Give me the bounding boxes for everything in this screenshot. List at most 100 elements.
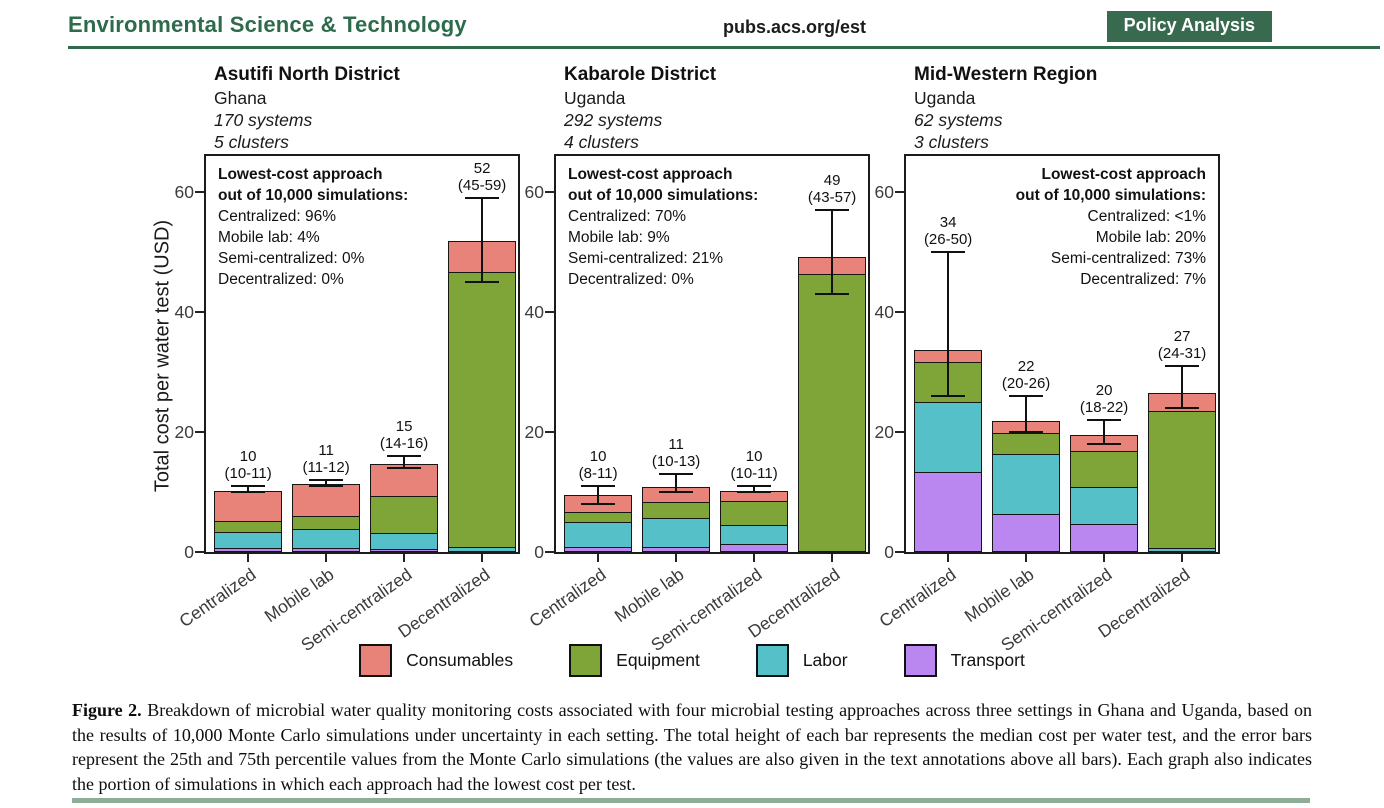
bar-value-line: 20 [1095, 382, 1113, 399]
bar-value-line: (10-13) [651, 453, 701, 470]
bar-segment-consumables [214, 490, 283, 522]
y-tick-mark [545, 551, 554, 553]
bar-value-annotation: 49 (43-57) [762, 172, 902, 206]
plot-panel: Lowest-cost approach out of 10,000 simul… [525, 154, 870, 655]
journal-title: Environmental Science & Technology [68, 12, 467, 37]
chart-clusters: 5 clusters [214, 132, 289, 152]
bar-value-line: (43-57) [807, 189, 857, 206]
x-tick-mark [947, 554, 950, 562]
x-tick-mark [403, 554, 406, 562]
y-tick-mark [895, 551, 904, 553]
y-tick-label: 0 [884, 542, 894, 562]
bar-value-annotation: 34 (26-50) [878, 214, 1018, 248]
bar-segment-transport [1070, 523, 1139, 552]
bar-segment-consumables [292, 484, 361, 517]
bar-value-line: (8-11) [578, 465, 618, 482]
x-tick-mark [1103, 554, 1106, 562]
chart-systems: 62 systems [914, 110, 1003, 130]
legend-swatch [755, 644, 789, 677]
y-tick-label: 40 [874, 302, 894, 322]
bar-value-line: 49 [823, 172, 841, 189]
x-tick-mark [753, 554, 756, 562]
error-bar-cap [1009, 430, 1044, 433]
chart-asutifi-north: Asutifi North District Ghana 170 systems… [175, 62, 520, 655]
bar-segment-equipment [720, 500, 789, 526]
error-bar-cap [737, 484, 772, 487]
annotation-heading: out of 10,000 simulations: [1015, 187, 1206, 204]
y-tick-mark [545, 431, 554, 433]
error-bar-line [675, 474, 678, 492]
bar-value-annotation: 11 (10-13) [606, 436, 746, 470]
legend-item-consumables: Consumables [359, 644, 513, 677]
x-tick-mark [481, 554, 484, 562]
y-tick-label: 20 [874, 422, 894, 442]
chart-title: Asutifi North District [214, 64, 400, 85]
bar-segment-labor [564, 521, 633, 549]
chart-country: Ghana [214, 88, 267, 108]
y-tick-label: 40 [174, 302, 194, 322]
annotation-line: Semi-centralized: 0% [218, 250, 365, 267]
bar-value-annotation: 20 (18-22) [1034, 382, 1174, 416]
error-bar-cap [1009, 394, 1044, 397]
annotation-line: Semi-centralized: 21% [568, 250, 724, 267]
chart-country: Uganda [564, 88, 626, 108]
y-tick-mark [195, 191, 204, 193]
y-tick-mark [895, 431, 904, 433]
bar-value-line: (18-22) [1079, 399, 1129, 416]
error-bar-cap [465, 280, 500, 283]
header-rule [68, 46, 1380, 49]
error-bar-cap [387, 454, 422, 457]
y-tick-mark [195, 551, 204, 553]
annotation-heading: Lowest-cost approach [218, 166, 383, 183]
bar-segment-equipment [370, 495, 439, 534]
annotation-line: Semi-centralized: 73% [1050, 250, 1206, 267]
error-bar-cap [309, 484, 344, 487]
plot-panel: Lowest-cost approach out of 10,000 simul… [875, 154, 1220, 655]
x-tick-mark [247, 554, 250, 562]
bar-value-line: (11-12) [302, 459, 350, 476]
error-bar-cap [387, 466, 422, 469]
annotation-line: Centralized: 70% [568, 208, 687, 225]
y-tick-mark [545, 311, 554, 313]
bar-segment-equipment [214, 520, 283, 534]
bar-segment-consumables [370, 463, 439, 498]
plot-panel: Lowest-cost approach out of 10,000 simul… [175, 154, 520, 655]
legend-swatch [903, 644, 937, 677]
bar-value-annotation: 27 (24-31) [1112, 328, 1252, 362]
annotation-line: Mobile lab: 9% [568, 229, 670, 246]
error-bar-cap [815, 208, 850, 211]
chart-title: Mid-Western Region [914, 64, 1098, 85]
y-tick-label: 60 [874, 182, 894, 202]
error-bar-cap [231, 490, 266, 493]
error-bar-line [403, 456, 406, 468]
bar-segment-labor [720, 524, 789, 546]
error-bar-cap [659, 490, 694, 493]
bar-value-line: (45-59) [457, 177, 507, 194]
bar-value-line: (24-31) [1157, 345, 1207, 362]
bar-value-line: (10-11) [730, 465, 778, 482]
lowest-cost-annotation: Lowest-cost approach out of 10,000 simul… [568, 164, 758, 290]
y-tick-mark [195, 431, 204, 433]
legend: Consumables Equipment Labor Transport [0, 644, 1384, 677]
bar-segment-transport [914, 471, 983, 552]
lowest-cost-annotation: Lowest-cost approach out of 10,000 simul… [1016, 164, 1206, 290]
error-bar-line [947, 252, 950, 396]
bar-segment-equipment [448, 271, 517, 548]
annotation-heading: out of 10,000 simulations: [218, 187, 409, 204]
lowest-cost-annotation: Lowest-cost approach out of 10,000 simul… [218, 164, 408, 290]
chart-title-block: Mid-Western Region Uganda 62 systems 3 c… [904, 62, 1220, 154]
error-bar-cap [581, 502, 616, 505]
chart-kabarole: Kabarole District Uganda 292 systems 4 c… [525, 62, 870, 655]
y-tick-mark [195, 311, 204, 313]
error-bar-cap [659, 472, 694, 475]
annotation-heading: out of 10,000 simulations: [568, 187, 759, 204]
bar-value-line: 34 [939, 214, 957, 231]
bar-segment-equipment [1148, 410, 1217, 549]
figure-caption-label: Figure 2. [72, 700, 142, 720]
bar-segment-equipment [642, 501, 711, 519]
legend-swatch [569, 644, 603, 677]
error-bar-line [1025, 396, 1028, 432]
bar-value-line: 10 [589, 448, 607, 465]
annotation-heading: Lowest-cost approach [568, 166, 733, 183]
annotation-line: Decentralized: 0% [218, 271, 344, 288]
